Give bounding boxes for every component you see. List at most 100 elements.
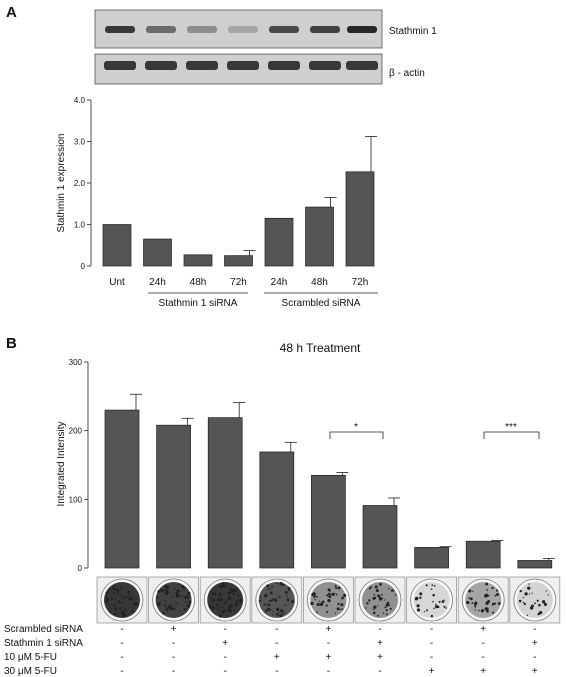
colony-dot — [105, 598, 110, 602]
colony-dot — [368, 587, 371, 590]
chart-b-title: 48 h Treatment — [280, 341, 361, 355]
colony-dot — [385, 609, 388, 612]
colony-dot — [119, 594, 122, 596]
colony-dot — [164, 588, 167, 591]
colony-dot — [160, 589, 163, 592]
colony-dot — [271, 585, 274, 588]
actin-band — [346, 61, 378, 70]
colony-dot — [485, 582, 489, 586]
condition-mark: - — [482, 638, 485, 649]
colony-dot — [327, 598, 331, 603]
colony-dot — [316, 602, 320, 607]
colony-dot — [131, 610, 134, 613]
colony-dot — [379, 583, 382, 586]
colony-dot — [265, 609, 268, 613]
condition-mark: - — [430, 652, 433, 663]
chart-a-bars — [102, 136, 377, 267]
colony-dot — [172, 607, 176, 611]
colony-dot — [318, 600, 320, 602]
condition-mark: - — [275, 638, 278, 649]
colony-dot — [339, 608, 342, 611]
colony-dot — [226, 599, 228, 601]
colony-dot — [329, 590, 331, 592]
condition-mark: - — [120, 638, 123, 649]
colony-dot — [211, 592, 215, 595]
colony-dot — [319, 602, 324, 607]
colony-dot — [328, 595, 332, 599]
colony-dot — [377, 614, 379, 617]
colony-dot — [485, 607, 489, 611]
significance-bracket-1: * — [329, 422, 384, 439]
condition-mark: - — [430, 638, 433, 649]
colony-dot — [334, 584, 337, 587]
colony-dot — [187, 591, 191, 595]
colony-dot — [443, 599, 446, 601]
significance-bracket-2: *** — [483, 422, 540, 439]
colony-dot — [105, 596, 108, 600]
colony-dot — [276, 613, 279, 616]
colony-dot — [117, 590, 120, 593]
stathmin-band — [269, 26, 299, 33]
colony-dot — [518, 599, 522, 603]
condition-mark: - — [378, 624, 381, 635]
colony-dot — [328, 592, 331, 595]
colony-dot — [316, 596, 318, 598]
colony-dot — [156, 596, 159, 599]
bar — [259, 451, 295, 569]
y-tick-label: 300 — [69, 358, 83, 367]
colony-dot — [491, 586, 494, 590]
colony-dot — [375, 589, 379, 593]
condition-mark: - — [275, 624, 278, 635]
colony-dot — [416, 604, 420, 608]
condition-row: Stathmin 1 siRNA - - + - - + - - + — [4, 638, 538, 649]
colony-dot — [169, 604, 173, 607]
colony-dot — [334, 586, 337, 589]
colony-dot — [433, 607, 435, 610]
colony-dot — [531, 592, 533, 594]
colony-dot — [378, 597, 383, 601]
condition-mark: - — [533, 652, 536, 663]
colony-dot — [527, 586, 531, 590]
colony-dot — [221, 582, 225, 585]
colony-dot — [174, 588, 176, 590]
condition-label: Stathmin 1 siRNA — [4, 638, 83, 649]
colony-dot — [474, 605, 477, 608]
colony-dot — [419, 592, 423, 596]
y-tick-label: 3.0 — [74, 138, 86, 147]
colony-dot — [474, 603, 477, 607]
colony-dot — [466, 600, 470, 605]
colony-dot — [474, 609, 477, 611]
colony-dot — [337, 586, 341, 590]
bar — [224, 255, 253, 267]
colony-dot — [431, 584, 434, 587]
colony-dot — [390, 589, 394, 592]
colony-dot — [219, 592, 221, 595]
bar — [465, 540, 501, 569]
x-tick-label: 24h — [149, 277, 166, 288]
colony-dot — [157, 589, 161, 593]
colony-dot — [112, 604, 115, 606]
colony-dot — [341, 596, 344, 600]
colony-dot — [416, 608, 421, 612]
colony-dot — [223, 600, 227, 604]
colony-dot — [487, 595, 490, 597]
colony-dot — [188, 600, 192, 604]
western-blot: Stathmin 1 β - actin — [94, 9, 437, 85]
colony-dot — [382, 612, 385, 614]
condition-row: 30 μM 5-FU - - - - - - + + + — [4, 666, 538, 677]
colony-dot — [236, 594, 240, 597]
condition-row: Scrambled siRNA - + - - + - - + - — [4, 624, 536, 635]
colony-dot — [471, 602, 474, 605]
colony-dot — [283, 611, 286, 613]
colony-dot — [491, 611, 495, 614]
colony-dot — [216, 603, 219, 607]
colony-dot — [480, 609, 485, 613]
colony-dot — [117, 600, 121, 603]
colony-dot — [208, 604, 212, 608]
colony-dot — [275, 600, 277, 603]
colony-dot — [495, 593, 499, 596]
bar — [362, 505, 398, 569]
actin-band — [186, 61, 218, 70]
colony-dot — [273, 598, 277, 602]
